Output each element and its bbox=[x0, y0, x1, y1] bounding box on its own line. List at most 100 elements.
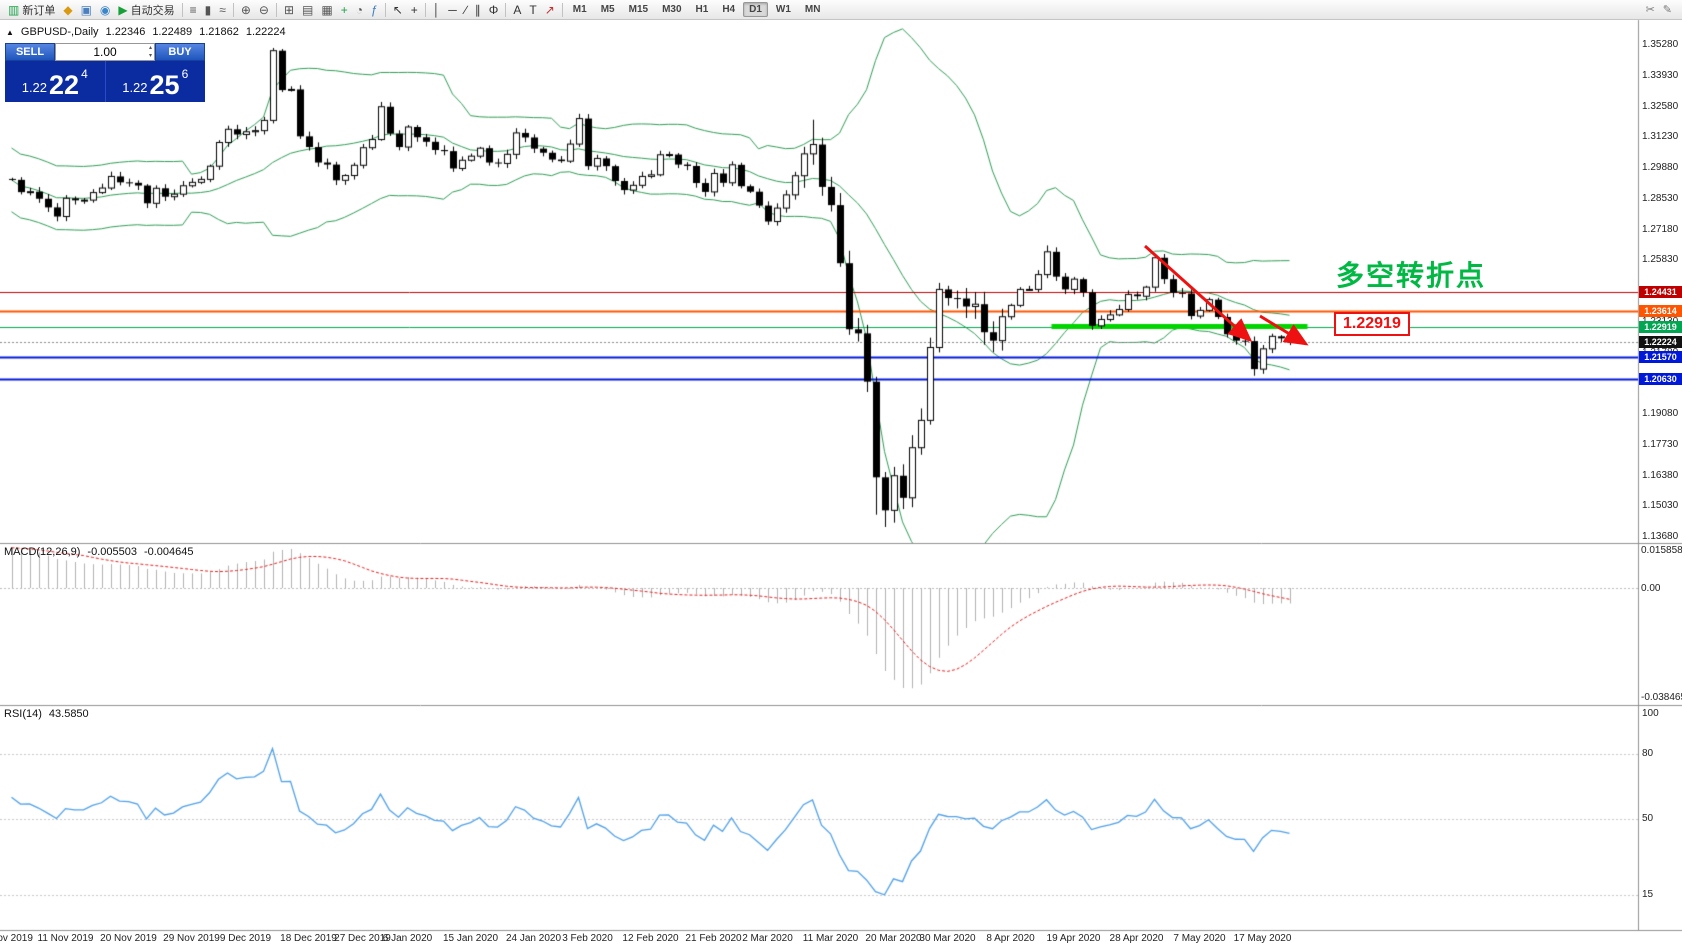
autotrade-icon: ▶ bbox=[118, 2, 128, 17]
arrange-windows-icon: ▤ bbox=[302, 2, 314, 17]
auto-arrange-icon: ▦ bbox=[321, 2, 333, 17]
crosshair-icon: + bbox=[410, 2, 418, 17]
trendline-button[interactable]: ∕ bbox=[461, 1, 471, 19]
toolbar-separator bbox=[181, 2, 183, 17]
arrange-windows-button[interactable]: ▤ bbox=[298, 1, 317, 19]
buy-button[interactable]: BUY bbox=[155, 43, 205, 61]
metaeditor-button[interactable]: ◆ bbox=[59, 1, 76, 19]
volume-value: 1.00 bbox=[93, 45, 117, 59]
timeframe-h1[interactable]: H1 bbox=[695, 4, 709, 15]
bar-chart-icon: ≡ bbox=[189, 2, 197, 17]
macd-value-1: -0.005503 bbox=[87, 546, 137, 558]
tile-windows-button[interactable]: ⊞ bbox=[280, 1, 298, 19]
zoom-in-icon: ⊕ bbox=[240, 2, 251, 17]
zoom-out-button[interactable]: ⊖ bbox=[255, 1, 273, 19]
new-chart-icon: + bbox=[340, 2, 348, 17]
chart-ohlc-info: ▲ GBPUSD-,Daily 1.22346 1.22489 1.21862 … bbox=[6, 26, 286, 38]
macd-value-2: -0.004645 bbox=[143, 546, 194, 558]
channel-icon: ∥ bbox=[474, 2, 481, 17]
ohlc-low: 1.21862 bbox=[199, 26, 239, 38]
volume-input[interactable]: 1.00 ▴ ▾ bbox=[55, 43, 155, 61]
ohlc-high: 1.22489 bbox=[152, 26, 193, 38]
buy-price[interactable]: 1.22 25 6 bbox=[106, 61, 206, 102]
cursor-icon: ↖ bbox=[392, 2, 403, 17]
sell-price-sup: 4 bbox=[81, 67, 88, 81]
toolbar-separator bbox=[384, 2, 386, 17]
buy-price-sup: 6 bbox=[181, 67, 189, 81]
ohlc-close: 1.22224 bbox=[245, 26, 286, 38]
tile-windows-icon: ⊞ bbox=[283, 2, 295, 17]
rsi-indicator-label: RSI(14) 43.5850 bbox=[4, 708, 89, 720]
horizontal-line-button[interactable]: ─ bbox=[444, 1, 461, 19]
timeframe-m1[interactable]: M1 bbox=[572, 4, 587, 15]
toolbar-right-icons: ✂ ✎ bbox=[1646, 3, 1678, 16]
auto-arrange-button[interactable]: ▦ bbox=[317, 1, 336, 19]
timeframe-d1[interactable]: D1 bbox=[743, 2, 768, 17]
accounts-button[interactable]: ▣ bbox=[77, 1, 96, 19]
autotrade-button[interactable]: ▶ 自动交易 bbox=[114, 1, 178, 19]
sell-price-main: 1.22 bbox=[21, 80, 48, 95]
new-order-button[interactable]: ▥ 新订单 bbox=[4, 1, 59, 19]
timeframe-m5[interactable]: M5 bbox=[600, 4, 615, 15]
cursor-button[interactable]: ↖ bbox=[389, 1, 407, 19]
autotrade-button-label: 自动交易 bbox=[130, 4, 175, 17]
buy-price-main: 1.22 bbox=[122, 80, 148, 95]
edit-icon[interactable]: ✎ bbox=[1662, 4, 1672, 16]
rsi-value: 43.5850 bbox=[48, 708, 89, 720]
fibonacci-icon: Φ bbox=[488, 2, 499, 17]
volume-spinner-icon[interactable]: ▴ ▾ bbox=[148, 45, 152, 59]
new-order-button-label: 新订单 bbox=[22, 4, 56, 17]
rsi-name: RSI(14) bbox=[4, 708, 42, 720]
toolbar-separator bbox=[232, 2, 234, 17]
arrow-tools-button[interactable]: ↗ bbox=[541, 1, 559, 19]
timeframe-w1[interactable]: W1 bbox=[775, 4, 791, 15]
channel-button[interactable]: ∥ bbox=[471, 1, 485, 19]
vertical-line-icon: │ bbox=[432, 2, 441, 17]
new-chart-button[interactable]: + bbox=[337, 1, 352, 19]
toolbar-separator bbox=[505, 2, 507, 17]
accounts-icon: ▣ bbox=[80, 2, 92, 17]
vertical-line-button[interactable]: │ bbox=[429, 1, 445, 19]
timeframe-h4[interactable]: H4 bbox=[722, 4, 736, 15]
toolbar-separator bbox=[561, 2, 563, 17]
new-order-icon: ▥ bbox=[8, 2, 20, 17]
market-watch-icon: ◉ bbox=[99, 2, 111, 17]
toolbar-buttons: ▥ 新订单 ◆ ▣ ◉ ▶ 自动交易 ≡ ▮ ≈ ⊕ ⊖ ⊞ ▤ ▦ + ◔ ƒ ↖ + │ ─ ∕ ∥ Φ A T ↗ bbox=[4, 1, 566, 19]
line-chart-button[interactable]: ≈ bbox=[215, 1, 230, 19]
toolbar: ▥ 新订单 ◆ ▣ ◉ ▶ 自动交易 ≡ ▮ ≈ ⊕ ⊖ ⊞ ▤ ▦ + ◔ ƒ ↖ + │ ─ ∕ ∥ Φ A T ↗ M1 M5 M1… bbox=[0, 0, 1682, 20]
ohlc-open: 1.22346 bbox=[105, 26, 146, 38]
crosshair-button[interactable]: + bbox=[407, 1, 422, 19]
candlestick-chart-button[interactable]: ▮ bbox=[201, 1, 216, 19]
turning-point-annotation[interactable]: 多空转折点 bbox=[1336, 260, 1487, 291]
timeframe-buttons: M1 M5 M15 M30 H1 H4 D1 W1 MN bbox=[566, 2, 828, 17]
timeframe-mn[interactable]: MN bbox=[804, 4, 821, 15]
horizontal-line-icon: ─ bbox=[448, 2, 457, 17]
arrow-tools-icon: ↗ bbox=[544, 2, 555, 17]
text-button[interactable]: A bbox=[509, 1, 525, 19]
indicators-button[interactable]: ƒ bbox=[367, 1, 382, 19]
candlestick-chart-icon: ▮ bbox=[204, 2, 212, 17]
market-watch-button[interactable]: ◉ bbox=[96, 1, 114, 19]
toolbar-separator bbox=[275, 2, 277, 17]
line-chart-icon: ≈ bbox=[219, 2, 226, 17]
fibonacci-button[interactable]: Φ bbox=[485, 1, 503, 19]
text-label-button[interactable]: T bbox=[525, 1, 540, 19]
zoom-in-button[interactable]: ⊕ bbox=[237, 1, 255, 19]
sell-button[interactable]: SELL bbox=[5, 43, 55, 61]
bar-chart-button[interactable]: ≡ bbox=[186, 1, 201, 19]
chart-symbol-period: GBPUSD-,Daily bbox=[20, 26, 99, 38]
cut-icon[interactable]: ✂ bbox=[1645, 4, 1655, 16]
trendline-icon: ∕ bbox=[464, 2, 467, 17]
sell-price-big: 22 bbox=[49, 70, 80, 101]
timeframe-m15[interactable]: M15 bbox=[628, 4, 649, 15]
timeframe-m30[interactable]: M30 bbox=[662, 4, 682, 15]
period-button[interactable]: ◔ bbox=[352, 1, 367, 19]
buy-price-big: 25 bbox=[149, 70, 180, 101]
one-click-toggle-icon[interactable]: ▲ bbox=[6, 27, 14, 37]
text-label-icon: T bbox=[529, 2, 537, 17]
metaeditor-icon: ◆ bbox=[63, 2, 73, 17]
price-flag-label[interactable]: 1.22919 bbox=[1334, 312, 1410, 336]
sell-price[interactable]: 1.22 22 4 bbox=[5, 61, 105, 102]
text-icon: A bbox=[513, 2, 522, 17]
